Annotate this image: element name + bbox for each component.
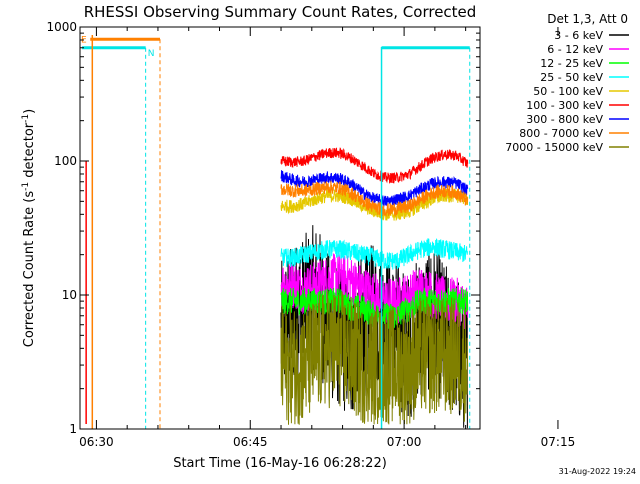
y-tick-label: 1000 [46,20,77,34]
x-tick-label: 06:30 [79,435,114,449]
legend-label: 6 - 12 keV [547,43,603,56]
footer-date: 31-Aug-2022 19:24 [559,467,636,476]
x-tick-label: 07:00 [387,435,422,449]
legend-label: 100 - 300 keV [526,99,603,112]
legend-label: 50 - 100 keV [533,85,603,98]
chart-title: RHESSI Observing Summary Count Rates, Co… [84,3,477,21]
plot-frame [79,26,481,430]
y-axis-label-part: detector [22,122,37,182]
series-layer [280,147,469,429]
legend-label: 300 - 800 keV [526,113,603,126]
flag-layer: EN [81,35,471,429]
legend-label: 12 - 25 keV [540,57,603,70]
series-line [280,291,469,425]
legend-title: Det 1,3, Att 0 [547,12,628,26]
series-line [280,180,468,218]
y-tick-label: 10 [62,288,77,302]
y-axis-label-part: ) [22,109,37,114]
series-line [280,170,469,207]
legend-label: 7000 - 15000 keV [505,141,603,154]
y-tick-label: 1 [69,422,77,436]
flag-label-n: N [148,49,155,59]
y-axis-label-part: Corrected Count Rate (s [22,191,37,348]
legend-label: 3 - 6 keV [554,29,603,42]
y-axis-label-exponent: -1 [21,114,31,123]
legend-label: 800 - 7000 keV [519,127,603,140]
y-tick-label: 100 [54,154,77,168]
series-line [280,253,469,330]
legend-label: 25 - 50 keV [540,71,603,84]
flag-label-e: E [81,35,87,45]
x-tick-label: 06:45 [233,435,268,449]
series-line [280,188,469,222]
y-axis-label: Corrected Count Rate (s-1 detector-1) [21,109,37,347]
axis-layer: 06:3006:4507:0007:1507:3007:4508:0011010… [46,20,576,449]
y-axis-label-exponent: -1 [21,182,31,191]
x-tick-label: 07:15 [541,435,576,449]
x-axis-label: Start Time (16-May-16 06:28:22) [173,456,387,471]
series-line [280,238,469,270]
series-line [280,147,469,184]
